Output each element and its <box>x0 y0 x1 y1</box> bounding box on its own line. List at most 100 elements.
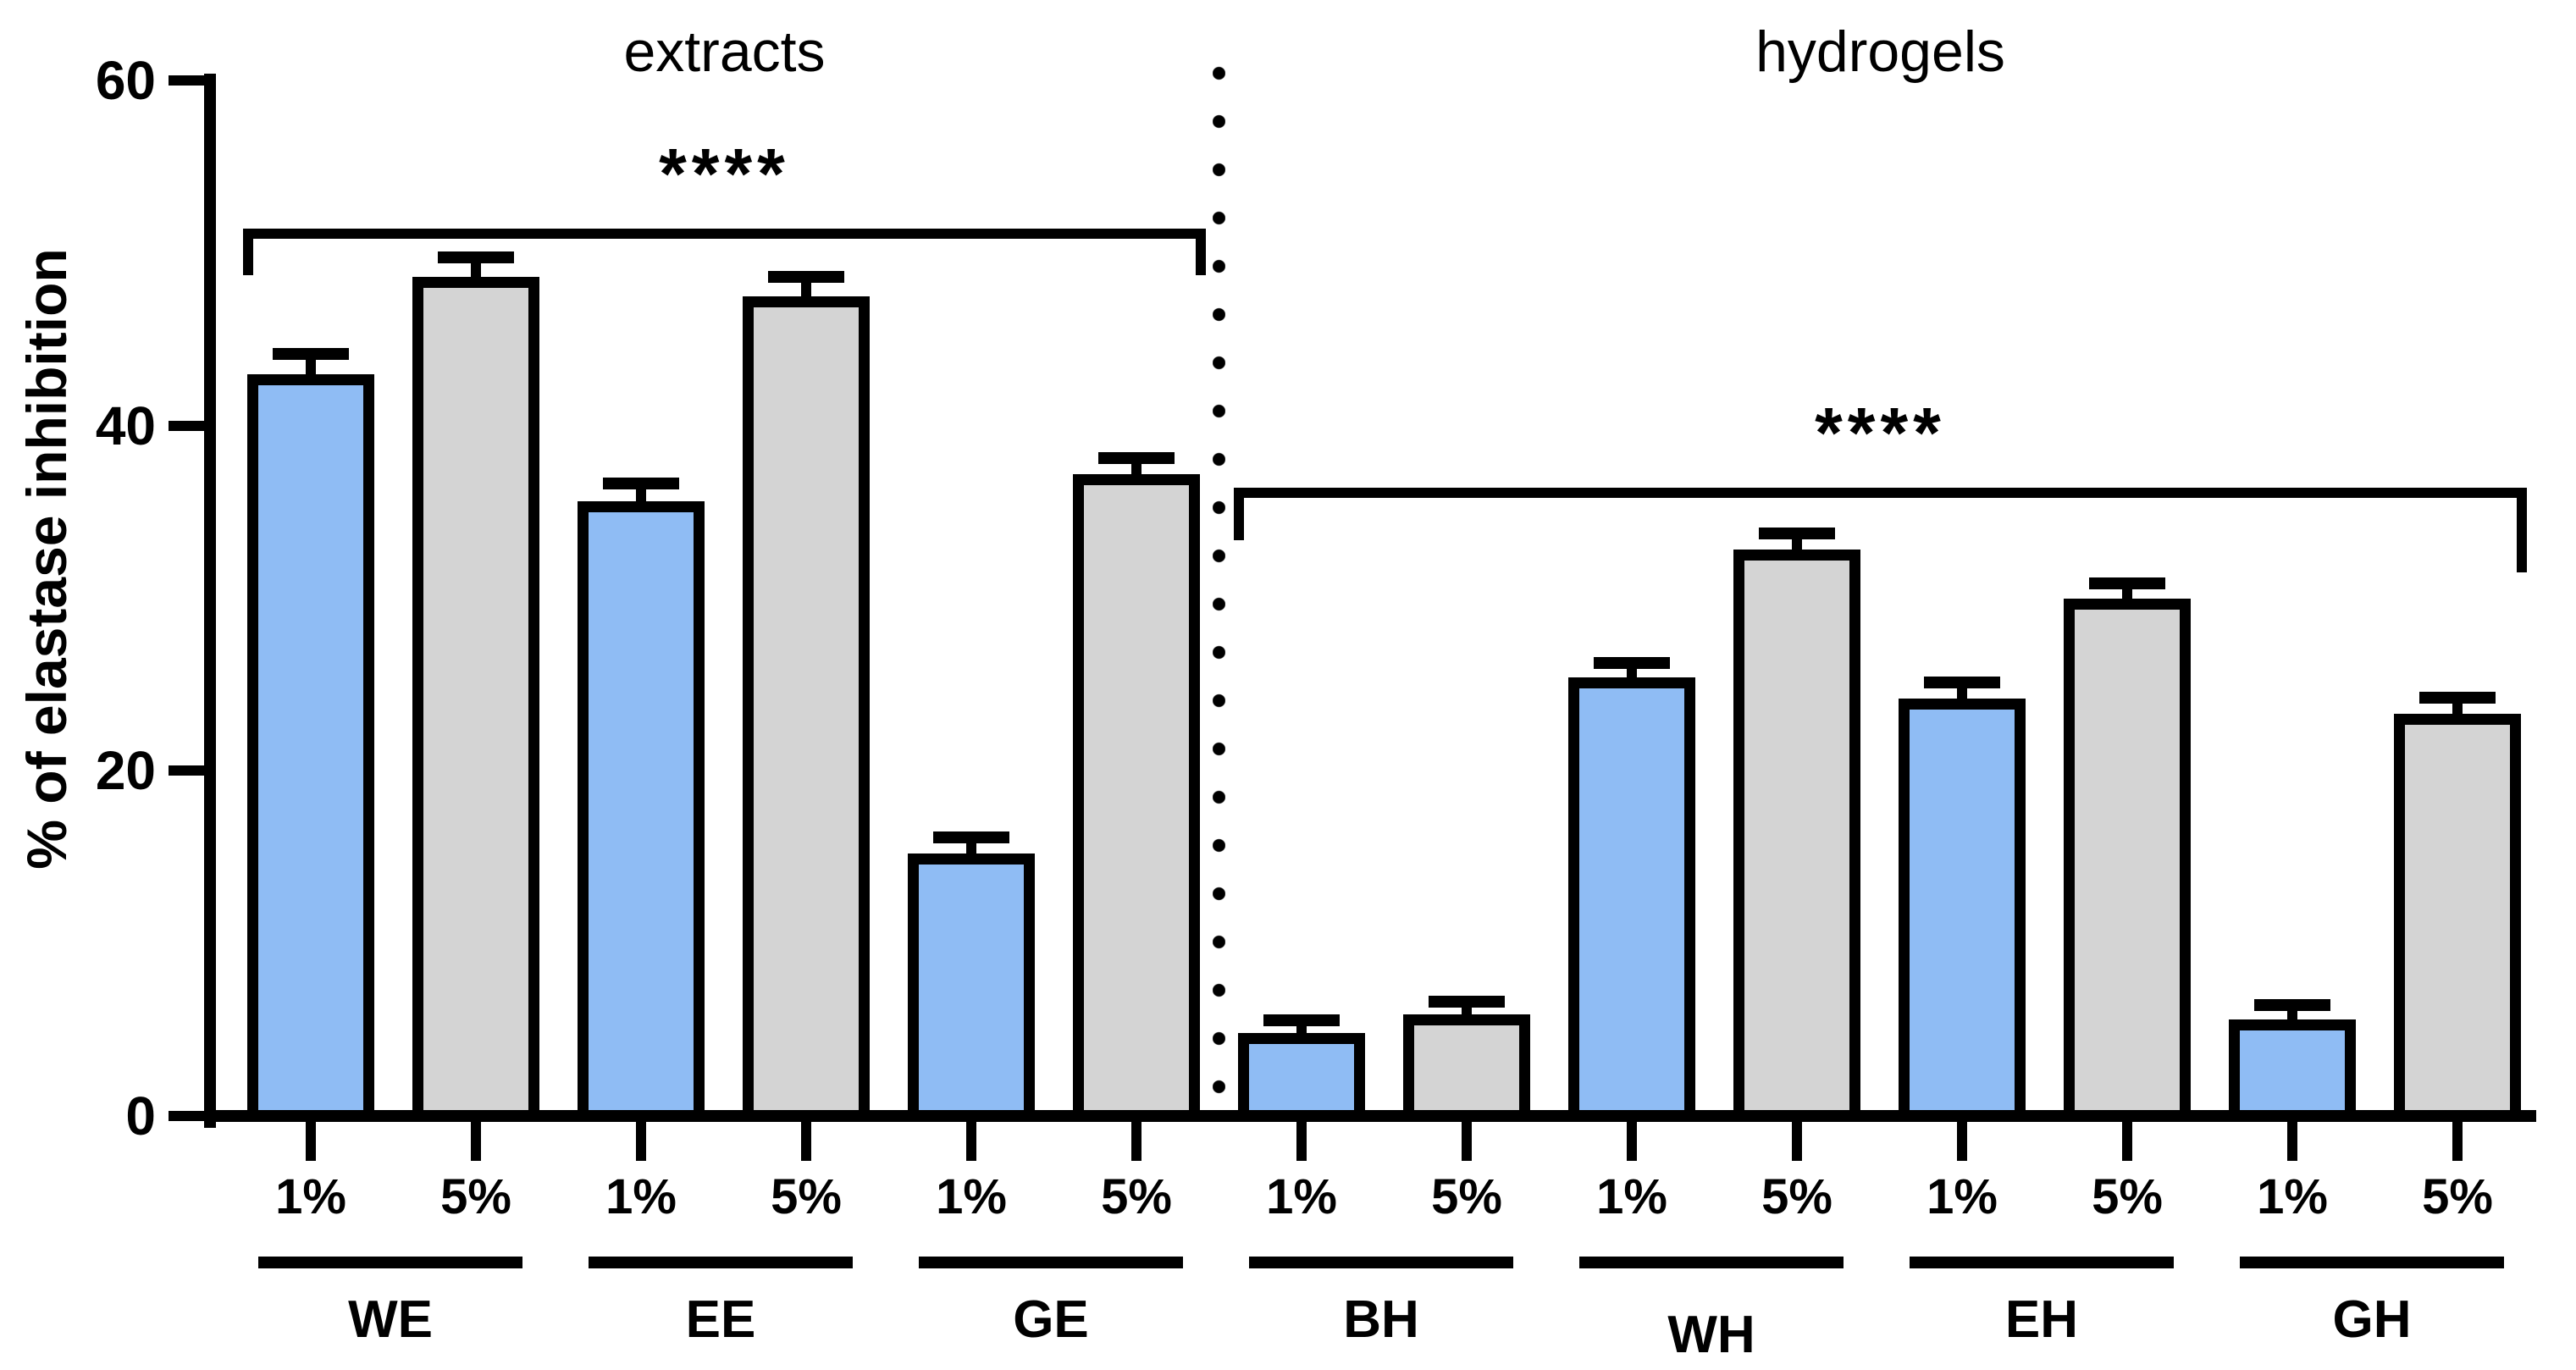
significance-bracket-hydrogels-left-tick <box>1234 488 1244 541</box>
x-axis-tick <box>2452 1122 2463 1161</box>
significance-bracket-extracts <box>243 229 1206 240</box>
bar-ge-5pct-error-cap <box>1098 451 1175 464</box>
y-axis-tick-label: 0 <box>125 1086 156 1146</box>
bar-concentration-label: 5% <box>1761 1169 1832 1224</box>
x-axis-tick <box>1792 1122 1802 1161</box>
bar-we-5pct <box>412 277 539 1121</box>
group-underline-bh <box>1249 1257 1513 1268</box>
bar-bh-5pct <box>1403 1014 1530 1121</box>
group-label-bh: BH <box>1343 1290 1419 1349</box>
bar-eh-1pct-error-cap <box>1924 676 2000 688</box>
group-underline-we <box>258 1257 522 1268</box>
bar-concentration-label: 5% <box>2422 1169 2493 1224</box>
bar-bh-1pct-error-cap <box>1263 1014 1340 1027</box>
x-axis-tick <box>471 1122 481 1161</box>
significance-bracket-extracts-right-tick <box>1196 229 1206 276</box>
bar-wh-5pct-error-stem <box>1792 534 1802 555</box>
bar-concentration-label: 1% <box>1926 1169 1998 1224</box>
section-title-hydrogels: hydrogels <box>1755 19 2005 84</box>
x-axis-tick <box>966 1122 976 1161</box>
bar-ee-5pct-error-cap <box>768 270 844 283</box>
bar-gh-5pct <box>2394 714 2521 1121</box>
bar-gh-5pct-error-stem <box>2452 698 2463 720</box>
group-underline-ee <box>589 1257 853 1268</box>
section-title-extracts: extracts <box>623 19 826 84</box>
group-underline-eh <box>1910 1257 2174 1268</box>
group-underline-gh <box>2240 1257 2504 1268</box>
y-axis-tick-label: 40 <box>95 395 156 456</box>
bar-eh-5pct <box>2064 598 2191 1121</box>
group-label-gh: GH <box>2332 1290 2412 1349</box>
group-underline-wh <box>1579 1257 1844 1268</box>
bar-we-1pct <box>247 373 374 1121</box>
bar-gh-1pct-error-cap <box>2254 998 2330 1011</box>
bar-we-1pct-error-cap <box>273 348 349 361</box>
bar-ge-5pct-error-stem <box>1131 458 1142 479</box>
x-axis-tick <box>1957 1122 1967 1161</box>
section-divider-dotted-line <box>1213 49 1225 1116</box>
significance-bracket-hydrogels <box>1234 488 2527 499</box>
bar-ee-1pct-error-cap <box>603 478 679 490</box>
bar-ee-1pct <box>578 501 705 1121</box>
x-axis-tick <box>1462 1122 1472 1161</box>
bar-gh-5pct-error-cap <box>2419 691 2496 704</box>
group-label-ge: GE <box>1013 1290 1089 1349</box>
group-label-ee: EE <box>685 1290 756 1349</box>
bar-ee-1pct-error-stem <box>636 484 646 507</box>
bar-concentration-label: 5% <box>2092 1169 2163 1224</box>
bar-wh-5pct <box>1733 550 1860 1121</box>
bar-we-5pct-error-stem <box>471 258 481 283</box>
x-axis-tick <box>801 1122 811 1161</box>
bar-wh-5pct-error-cap <box>1759 528 1835 540</box>
y-axis-tick <box>169 1111 204 1121</box>
y-axis-tick <box>169 765 204 776</box>
bar-we-5pct-error-cap <box>438 251 514 264</box>
significance-bracket-hydrogels-right-tick <box>2517 488 2527 573</box>
bar-ee-5pct-error-stem <box>801 277 811 301</box>
bar-bh-5pct-error-cap <box>1429 995 1505 1008</box>
bar-concentration-label: 1% <box>1596 1169 1667 1224</box>
bar-ee-5pct <box>743 296 870 1121</box>
bar-we-1pct-error-stem <box>306 355 316 379</box>
significance-bracket-extracts-left-tick <box>243 229 253 276</box>
bar-ge-1pct-error-stem <box>966 837 976 859</box>
bar-concentration-label: 1% <box>275 1169 346 1224</box>
bar-eh-1pct <box>1899 698 2026 1121</box>
bar-concentration-label: 5% <box>440 1169 511 1224</box>
bar-concentration-label: 1% <box>936 1169 1007 1224</box>
group-label-wh: WH <box>1667 1306 1755 1364</box>
bar-ge-5pct <box>1073 473 1200 1121</box>
bar-eh-5pct-error-cap <box>2089 577 2165 590</box>
bar-bh-1pct <box>1238 1033 1365 1121</box>
group-underline-ge <box>919 1257 1183 1268</box>
y-axis-line <box>204 74 216 1128</box>
bar-eh-1pct-error-stem <box>1957 682 1967 704</box>
bar-wh-1pct <box>1568 677 1695 1121</box>
y-axis-tick-label: 20 <box>95 740 156 802</box>
x-axis-tick <box>636 1122 646 1161</box>
bar-concentration-label: 5% <box>1431 1169 1502 1224</box>
bar-wh-1pct-error-cap <box>1594 657 1670 670</box>
y-axis-tick <box>169 75 204 86</box>
group-label-we: WE <box>348 1290 433 1349</box>
bar-concentration-label: 5% <box>1101 1169 1172 1224</box>
significance-stars-extracts: **** <box>659 134 790 214</box>
bar-ge-1pct <box>908 853 1035 1121</box>
bar-concentration-label: 1% <box>605 1169 677 1224</box>
bar-concentration-label: 1% <box>1266 1169 1337 1224</box>
y-axis-tick <box>169 420 204 431</box>
bar-concentration-label: 5% <box>771 1169 842 1224</box>
bar-ge-1pct-error-cap <box>933 831 1009 843</box>
x-axis-tick <box>1296 1122 1307 1161</box>
x-axis-tick <box>1627 1122 1637 1161</box>
x-axis-tick <box>2122 1122 2132 1161</box>
group-label-eh: EH <box>2004 1290 2079 1349</box>
y-axis-tick-label: 60 <box>95 50 156 111</box>
x-axis-tick <box>2287 1122 2297 1161</box>
x-axis-tick <box>306 1122 316 1161</box>
bar-concentration-label: 1% <box>2257 1169 2328 1224</box>
x-axis-tick <box>1131 1122 1142 1161</box>
significance-stars-hydrogels: **** <box>1815 393 1946 473</box>
bar-gh-1pct <box>2229 1019 2356 1121</box>
